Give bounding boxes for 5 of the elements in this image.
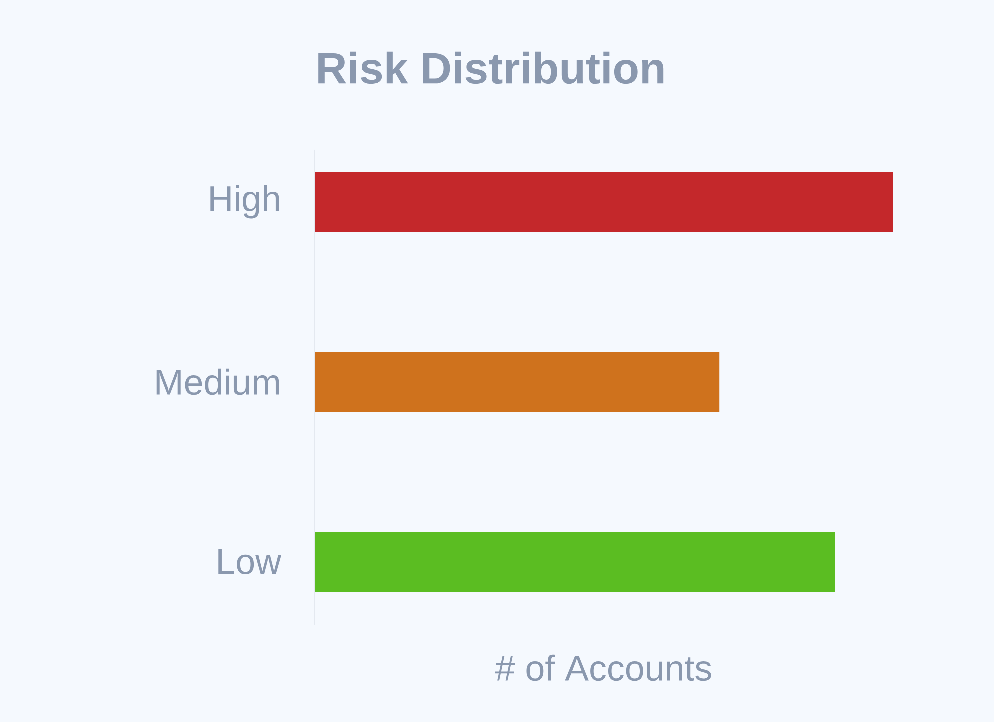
y-tick-label: Low xyxy=(218,549,282,574)
chart-title: Risk Distribution xyxy=(318,52,664,84)
y-tick-label: Medium xyxy=(156,368,280,396)
y-tick-label: High xyxy=(210,185,280,219)
x-axis-title: # of Accounts xyxy=(496,654,712,682)
